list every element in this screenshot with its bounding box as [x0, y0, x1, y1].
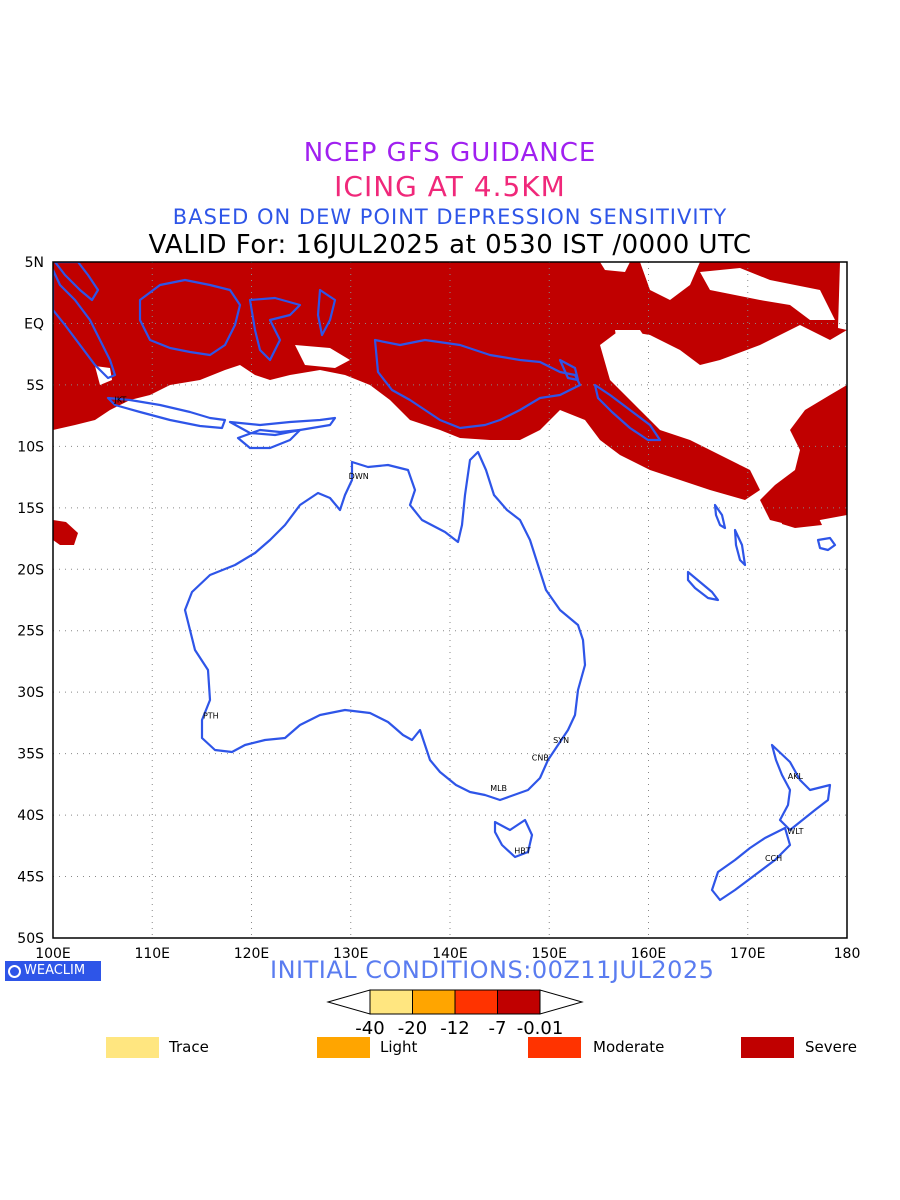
map-frame — [52, 261, 848, 939]
x-tick-label: 170E — [730, 946, 766, 962]
city-label-mlb: MLB — [490, 784, 507, 793]
lat-lon-grid — [53, 262, 847, 938]
x-tick-label: 180 — [834, 946, 861, 962]
legend-label-trace: Trace — [169, 1038, 209, 1056]
clear-gaps — [95, 262, 847, 470]
city-markers: JKT DWN PTH SYN CNB MLB HBT AKL WLT CCH — [114, 396, 804, 863]
legend-label-moderate: Moderate — [593, 1038, 665, 1056]
valid-time: VALID For: 16JUL2025 at 0530 IST /0000 U… — [148, 230, 752, 260]
colorbar-segment — [454, 989, 498, 1015]
weaclim-logo: WEACLIM — [5, 961, 101, 981]
legend-swatch-severe — [741, 1037, 794, 1058]
x-tick-label: 150E — [531, 946, 567, 962]
initial-conditions: INITIAL CONDITIONS:00Z11JUL2025 — [270, 956, 715, 984]
y-tick-labels: 5N EQ 5S 10S 15S 20S 25S 30S 35S 40S 45S 50S — [17, 255, 44, 947]
legend-label-severe: Severe — [805, 1038, 857, 1056]
colorbar-label: -7 — [489, 1018, 507, 1039]
title-line-1: NCEP GFS GUIDANCE — [303, 138, 597, 168]
legend-swatch-trace — [106, 1037, 159, 1058]
x-tick-labels: 100E 110E 120E 130E 140E 150E 160E 170E 180 — [35, 946, 860, 962]
city-label-jkt: JKT — [114, 396, 127, 405]
y-tick-label: 5S — [26, 378, 44, 394]
legend-swatch-moderate — [528, 1037, 581, 1058]
y-tick-label: 35S — [17, 747, 44, 763]
title-line-2: ICING AT 4.5KM — [334, 170, 566, 203]
x-tick-label: 110E — [134, 946, 170, 962]
colorbar-label: -12 — [440, 1018, 469, 1039]
city-label-wlt: WLT — [787, 827, 803, 836]
title-line-3: BASED ON DEW POINT DEPRESSION SENSITIVIT… — [172, 205, 728, 229]
colorbar-segment — [412, 989, 456, 1015]
colorbar — [326, 989, 584, 1015]
city-label-dwn: DWN — [349, 472, 369, 481]
city-label-syn: SYN — [553, 736, 569, 745]
y-tick-label: 10S — [17, 439, 44, 455]
city-label-cch: CCH — [765, 854, 782, 863]
y-tick-label: 30S — [17, 685, 44, 701]
city-label-akl: AKL — [788, 772, 804, 781]
y-tick-label: 15S — [17, 501, 44, 517]
x-tick-label: 160E — [631, 946, 667, 962]
y-tick-label: 50S — [17, 931, 44, 947]
city-label-hbt: HBT — [514, 847, 531, 856]
y-tick-label: EQ — [24, 316, 44, 332]
y-tick-label: 40S — [17, 808, 44, 824]
city-label-pth: PTH — [203, 712, 219, 721]
colorbar-label: -20 — [398, 1018, 427, 1039]
coastlines — [53, 262, 837, 902]
city-label-cnb: CNB — [532, 753, 549, 762]
legend-label-light: Light — [380, 1038, 418, 1056]
x-tick-label: 100E — [35, 946, 71, 962]
colorbar-segment — [497, 989, 541, 1015]
x-tick-label: 120E — [234, 946, 270, 962]
x-tick-label: 130E — [333, 946, 369, 962]
brand-label: WEACLIM — [24, 963, 86, 978]
legend-swatch-light — [317, 1037, 370, 1058]
colorbar-label: -0.01 — [517, 1018, 564, 1039]
colorbar-segment — [369, 989, 413, 1015]
colorbar-label: -40 — [355, 1018, 384, 1039]
y-tick-label: 5N — [25, 255, 44, 271]
x-tick-label: 140E — [432, 946, 468, 962]
y-tick-label: 45S — [17, 870, 44, 886]
y-tick-label: 20S — [17, 562, 44, 578]
copyright-icon — [8, 964, 21, 978]
colorbar-labels: -40 -20 -12 -7 -0.01 — [355, 1018, 563, 1039]
y-tick-label: 25S — [17, 624, 44, 640]
